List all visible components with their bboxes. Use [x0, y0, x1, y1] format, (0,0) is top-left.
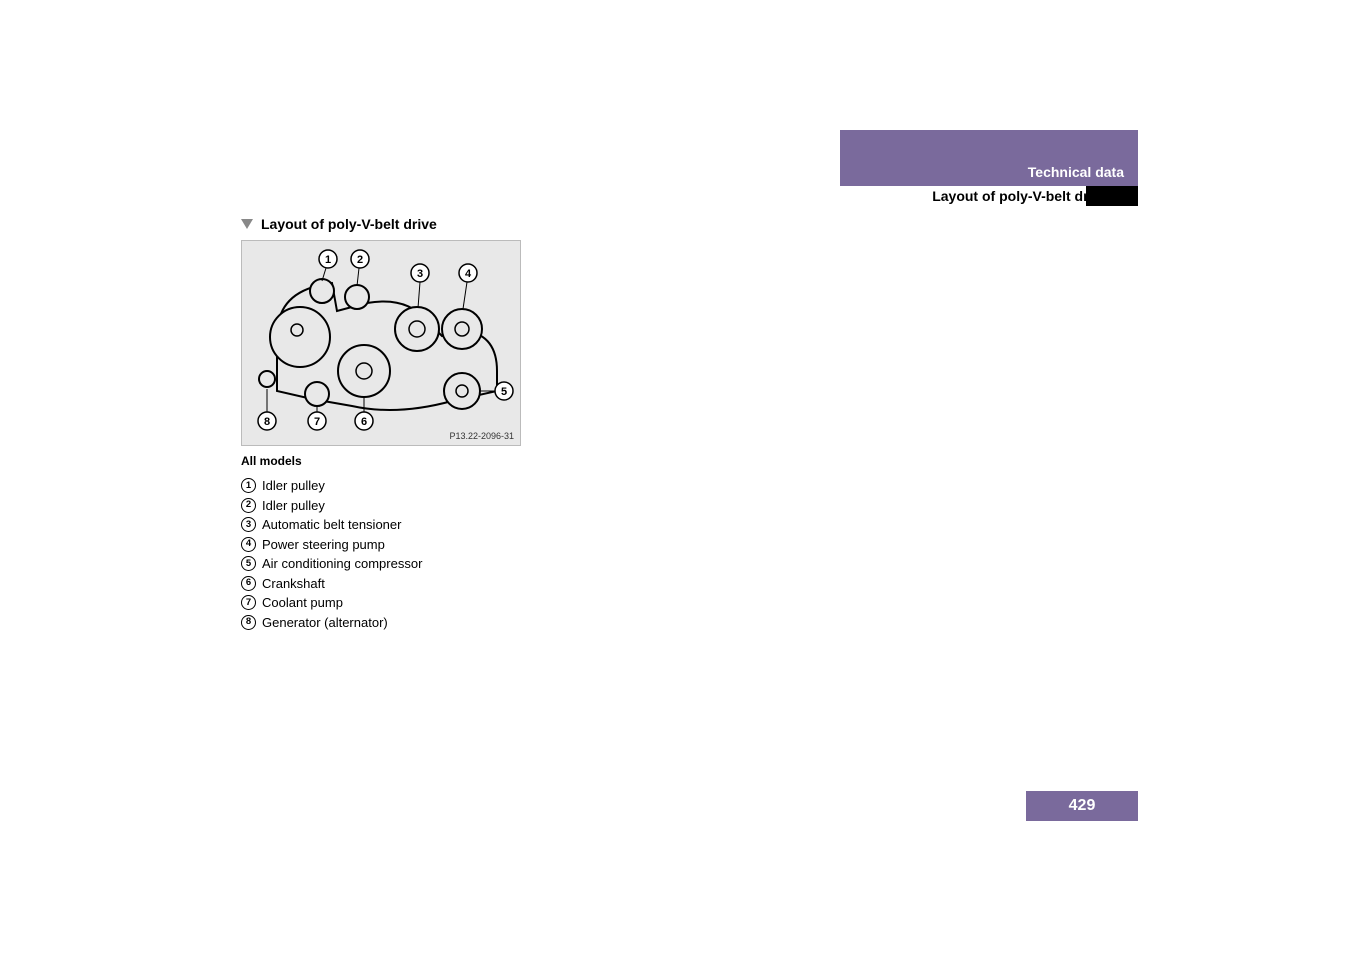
page-number-band: 429	[1026, 791, 1138, 821]
svg-text:3: 3	[417, 268, 423, 280]
legend-label: Coolant pump	[262, 593, 343, 613]
legend-label: Automatic belt tensioner	[262, 515, 401, 535]
svg-text:1: 1	[325, 254, 331, 266]
callout-1: 1	[319, 250, 337, 281]
svg-text:2: 2	[357, 254, 363, 266]
callout-7: 7	[308, 406, 326, 430]
legend-num-icon: 5	[241, 556, 256, 571]
svg-text:4: 4	[465, 268, 472, 280]
legend-item: 3 Automatic belt tensioner	[241, 515, 422, 535]
section-heading: Layout of poly-V-belt drive	[261, 216, 437, 232]
legend-num-icon: 7	[241, 595, 256, 610]
legend-num-icon: 8	[241, 615, 256, 630]
svg-text:6: 6	[361, 416, 367, 428]
belt-diagram: 1 2 3 4 5 6 7	[241, 240, 521, 446]
legend-label: Air conditioning compressor	[262, 554, 422, 574]
diagram-reference: P13.22-2096-31	[449, 431, 514, 441]
legend-label: Crankshaft	[262, 574, 325, 594]
legend-num-icon: 1	[241, 478, 256, 493]
legend-num-icon: 3	[241, 517, 256, 532]
legend-item: 7 Coolant pump	[241, 593, 422, 613]
callout-2: 2	[351, 250, 369, 286]
legend-label: Power steering pump	[262, 535, 385, 555]
belt-diagram-svg: 1 2 3 4 5 6 7	[242, 241, 522, 447]
legend-label: Idler pulley	[262, 496, 325, 516]
arrow-down-icon	[241, 219, 253, 229]
legend-item: 1 Idler pulley	[241, 476, 422, 496]
legend-num-icon: 4	[241, 537, 256, 552]
callout-6: 6	[355, 397, 373, 430]
svg-text:8: 8	[264, 416, 270, 428]
legend-item: 4 Power steering pump	[241, 535, 422, 555]
page-number: 429	[1069, 797, 1096, 815]
diagram-caption: All models	[241, 454, 302, 468]
svg-text:7: 7	[314, 416, 320, 428]
thumb-tab	[1086, 186, 1138, 206]
legend-list: 1 Idler pulley 2 Idler pulley 3 Automati…	[241, 476, 422, 632]
legend-num-icon: 6	[241, 576, 256, 591]
legend-label: Generator (alternator)	[262, 613, 388, 633]
callout-3: 3	[411, 264, 429, 308]
legend-item: 2 Idler pulley	[241, 496, 422, 516]
svg-text:5: 5	[501, 386, 507, 398]
legend-num-icon: 2	[241, 498, 256, 513]
chapter-header-band: Technical data	[840, 130, 1138, 186]
legend-item: 8 Generator (alternator)	[241, 613, 422, 633]
section-heading-row: Layout of poly-V-belt drive	[241, 216, 437, 232]
legend-label: Idler pulley	[262, 476, 325, 496]
callout-8: 8	[258, 389, 276, 430]
chapter-title: Technical data	[1028, 164, 1124, 180]
legend-item: 6 Crankshaft	[241, 574, 422, 594]
callout-4: 4	[459, 264, 477, 309]
legend-item: 5 Air conditioning compressor	[241, 554, 422, 574]
section-subtitle: Layout of poly-V-belt drive	[932, 188, 1108, 204]
